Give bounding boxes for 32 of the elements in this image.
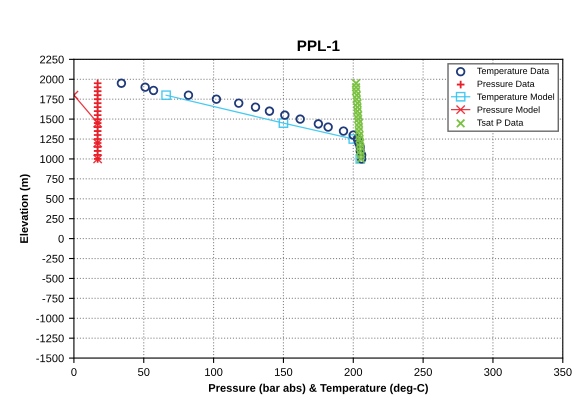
y-tick-label: 0 <box>58 234 64 243</box>
y-axis-title: Elevation (m) <box>20 174 30 243</box>
legend-label: Temperature Model <box>477 93 554 102</box>
x-tick-label: 50 <box>138 368 150 376</box>
chart-title: PPL-1 <box>298 40 340 52</box>
x-tick-label: 100 <box>205 368 222 376</box>
legend-label: Temperature Data <box>477 68 550 76</box>
y-tick-label: 500 <box>46 195 64 203</box>
x-tick-label: 200 <box>344 368 362 376</box>
x-axis-title: Pressure (bar abs) & Temperature (deg-C) <box>208 384 428 394</box>
y-tick-label: -1500 <box>36 354 64 362</box>
y-tick-label: 750 <box>46 175 64 183</box>
x-tick-label: 350 <box>554 368 572 376</box>
y-tick-label: 1000 <box>40 155 64 164</box>
y-tick-label: 1750 <box>40 95 64 104</box>
y-tick-label: 1250 <box>40 135 64 144</box>
y-tick-label: -1000 <box>36 314 64 322</box>
y-tick-label: -1250 <box>36 334 64 342</box>
x-tick-label: 300 <box>484 368 502 376</box>
legend-label: Tsat P Data <box>477 120 524 126</box>
y-tick-label: 2000 <box>40 76 64 84</box>
legend-label: Pressure Data <box>478 80 535 88</box>
legend-label: Pressure Model <box>478 106 540 113</box>
y-tick-label: -500 <box>42 274 64 283</box>
y-tick-label: 2250 <box>40 56 64 64</box>
x-tick-label: 0 <box>71 368 77 376</box>
x-tick-label: 150 <box>275 368 292 376</box>
x-tick-label: 250 <box>414 368 432 376</box>
y-tick-label: 250 <box>46 214 64 223</box>
y-tick-label: 1500 <box>40 115 64 124</box>
y-tick-label: -250 <box>42 254 64 263</box>
y-tick-label: -750 <box>42 294 64 302</box>
